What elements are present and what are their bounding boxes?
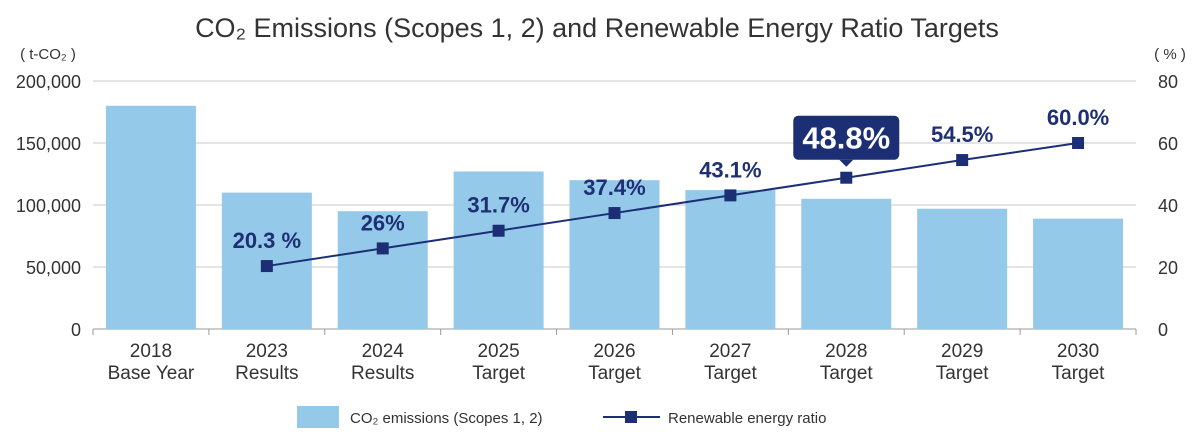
left-tick-label: 200,000 [16,72,81,92]
legend-bar-label: CO₂ emissions (Scopes 1, 2) [350,410,543,427]
emission-bar [1033,218,1124,329]
renewable-ratio-marker [840,171,853,184]
category-label-line2: Base Year [108,363,195,384]
ratio-value-label: 54.5% [931,122,993,147]
category-label-line1: 2026 [593,341,635,362]
ratio-value-label: 60.0% [1047,105,1109,130]
category-label-line2: Target [820,363,874,384]
renewable-ratio-marker [260,260,273,273]
category-label-line2: Results [235,363,298,384]
category-label-line2: Target [588,363,642,384]
emission-bar [569,180,660,329]
legend-line-marker [625,411,637,423]
category-label-line2: Results [351,363,414,384]
renewable-ratio-marker [724,189,737,202]
legend-line-label: Renewable energy ratio [668,410,826,427]
emission-bar [917,208,1008,329]
category-label-line1: 2018 [130,341,172,362]
renewable-ratio-marker [1072,137,1085,149]
highlight-value-label: 48.8% [802,121,890,156]
emission-bar [801,198,892,329]
ratio-value-label: 31.7% [467,193,529,218]
emission-bar [685,190,776,329]
emission-bar [337,211,428,329]
left-tick-label: 100,000 [16,196,81,216]
left-tick-label: 0 [71,320,81,340]
renewable-ratio-line [266,142,1079,268]
emission-bar [453,171,544,329]
category-label-line1: 2023 [246,341,288,362]
category-label-line2: Target [1052,363,1106,384]
renewable-ratio-marker [608,207,621,220]
right-tick-label: 0 [1158,320,1168,340]
category-label-line1: 2028 [825,341,867,362]
right-tick-label: 80 [1158,72,1178,92]
category-label-line2: Target [936,363,990,384]
ratio-value-label: 20.3 % [233,228,302,253]
category-label-line1: 2029 [941,341,983,362]
right-tick-label: 60 [1158,134,1178,154]
left-tick-label: 50,000 [26,258,81,278]
category-label-line1: 2024 [362,341,405,362]
category-label-line1: 2025 [477,341,519,362]
category-label-line1: 2027 [709,341,751,362]
ratio-value-label: 26% [361,210,405,235]
renewable-ratio-marker [956,154,969,167]
highlight-callout-box [793,115,900,160]
ratio-value-label: 37.4% [583,175,645,200]
legend-bar-swatch [297,406,339,428]
category-label-line1: 2030 [1057,341,1099,362]
ratio-value-label: 43.1% [699,157,761,182]
category-label-line2: Target [704,363,758,384]
left-axis-unit: ( t-CO₂ ) [20,46,76,63]
left-tick-label: 150,000 [16,134,81,154]
chart-title: CO₂ Emissions (Scopes 1, 2) and Renewabl… [195,13,999,43]
emission-bar [105,105,196,329]
legend: CO₂ emissions (Scopes 1, 2) Renewable en… [297,406,826,428]
right-tick-label: 40 [1158,196,1178,216]
category-label-line2: Target [472,363,526,384]
renewable-ratio-marker [492,224,505,237]
renewable-ratio-marker [376,242,389,255]
right-axis-unit: ( % ) [1154,46,1186,63]
right-tick-label: 20 [1158,258,1178,278]
highlight-callout-pointer [839,159,854,167]
